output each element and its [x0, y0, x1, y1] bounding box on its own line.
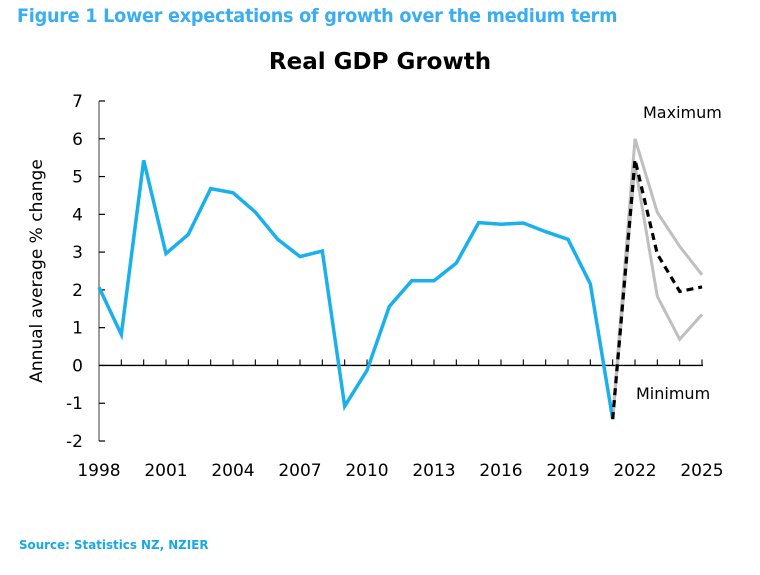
y-tick-label: 6 — [72, 130, 83, 150]
y-tick-label: 0 — [72, 356, 83, 376]
x-tick-label: 2010 — [345, 461, 388, 481]
y-tick-label: -1 — [66, 394, 83, 414]
annotation-minimum: Minimum — [636, 384, 710, 403]
y-tick-label: 3 — [72, 243, 83, 263]
series-line-actual — [97, 159, 615, 420]
x-tick-label: 2007 — [278, 461, 321, 481]
axes: -2 -1 0 1 2 3 4 5 6 7 1998 2001 2004 2007 2010 2013 2016… — [66, 92, 724, 481]
x-tick-label: 2025 — [680, 461, 723, 481]
x-tick-label: 1998 — [77, 461, 120, 481]
y-tick-label: 1 — [72, 319, 83, 339]
figure-title: Figure 1 Lower expectations of growth ov… — [17, 5, 618, 27]
series-line-central-forecast — [611, 159, 703, 420]
x-tick-label: 2001 — [144, 461, 187, 481]
x-tick-label: 2016 — [479, 461, 522, 481]
chart-title: Real GDP Growth — [269, 49, 491, 75]
x-tick-label: 2004 — [211, 461, 254, 481]
annotations: Maximum Minimum — [636, 103, 722, 403]
series-line-minimum — [611, 164, 704, 420]
source-note: Source: Statistics NZ, NZIER — [19, 537, 209, 552]
y-tick-label: 5 — [72, 168, 83, 188]
x-tick-label: 2013 — [412, 461, 455, 481]
y-tick-label: 4 — [72, 205, 83, 225]
y-tick-label: 2 — [72, 281, 83, 301]
series-line-maximum — [611, 138, 704, 420]
x-tick-label: 2019 — [546, 461, 589, 481]
annotation-maximum: Maximum — [643, 103, 722, 122]
y-axis-label: Annual average % change — [27, 159, 47, 383]
series-group — [97, 138, 704, 420]
x-tick-label: 2022 — [613, 461, 656, 481]
y-tick-label: -2 — [66, 432, 83, 452]
y-tick-label: 7 — [72, 92, 83, 112]
